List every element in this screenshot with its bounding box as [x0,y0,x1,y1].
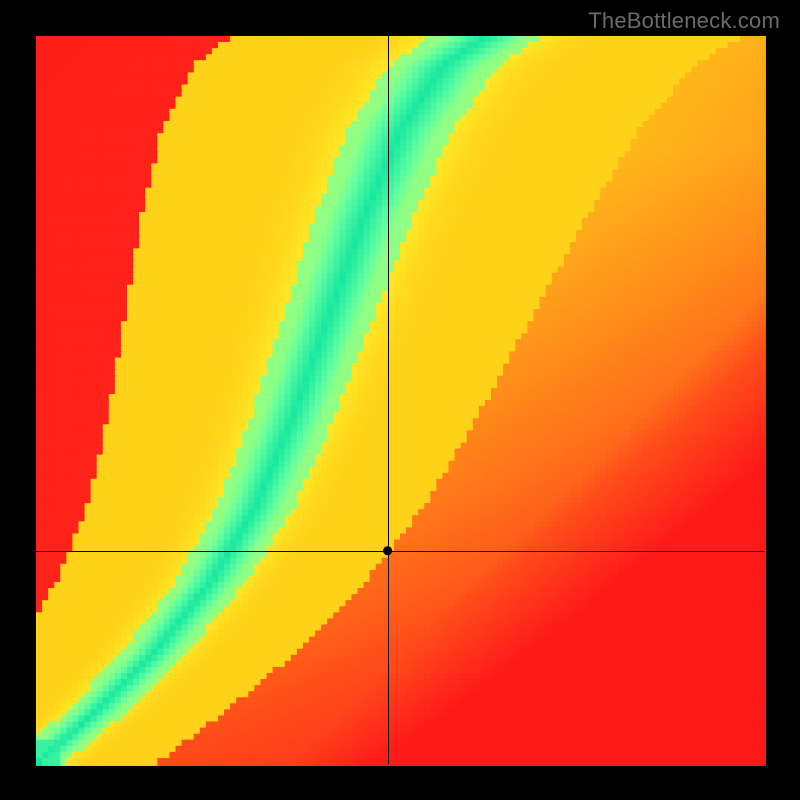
bottleneck-heatmap [0,0,800,800]
watermark-text: TheBottleneck.com [588,8,780,34]
